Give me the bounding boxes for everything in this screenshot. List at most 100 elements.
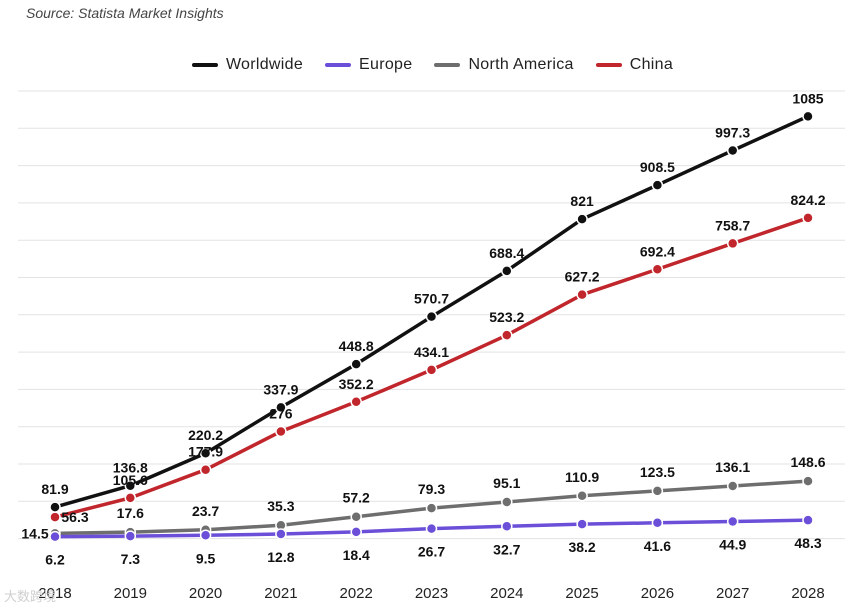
data-label-north-america: 35.3 xyxy=(267,498,294,514)
data-label-north-america: 123.5 xyxy=(640,464,675,480)
data-point-worldwide xyxy=(199,447,212,459)
data-label-china: 758.7 xyxy=(715,217,750,233)
data-point-worldwide xyxy=(350,358,362,370)
data-label-worldwide: 337.9 xyxy=(263,381,298,397)
data-label-north-america: 14.5 xyxy=(21,525,48,541)
data-label-europe: 32.7 xyxy=(493,541,520,557)
data-point-europe xyxy=(49,530,61,543)
data-point-europe xyxy=(802,514,814,526)
data-label-worldwide: 821 xyxy=(570,193,594,209)
data-point-europe xyxy=(651,517,664,529)
source-note: Source: Statista Market Insights xyxy=(26,5,224,21)
data-label-europe: 18.4 xyxy=(343,547,370,563)
data-point-worldwide xyxy=(802,110,814,123)
data-label-china: 177.9 xyxy=(188,444,223,460)
data-label-europe: 6.2 xyxy=(45,552,65,568)
data-label-north-america: 17.6 xyxy=(117,505,144,521)
legend-swatch-china xyxy=(595,63,622,67)
data-point-worldwide xyxy=(425,310,438,323)
data-point-europe xyxy=(124,530,137,542)
data-label-china: 276 xyxy=(269,405,293,421)
x-tick-label: 2018 xyxy=(38,585,71,602)
x-tick-label: 2020 xyxy=(189,585,222,602)
data-point-worldwide xyxy=(651,179,664,191)
data-label-china: 692.4 xyxy=(640,243,675,259)
data-point-north-america xyxy=(726,480,739,492)
data-point-europe xyxy=(501,520,513,533)
data-label-north-america: 23.7 xyxy=(192,503,219,519)
data-label-china: 523.2 xyxy=(489,309,524,325)
data-label-worldwide: 688.4 xyxy=(489,245,524,261)
data-label-north-america: 148.6 xyxy=(790,454,825,470)
data-point-north-america xyxy=(651,485,664,497)
data-point-worldwide xyxy=(576,213,588,225)
data-label-worldwide: 997.3 xyxy=(715,124,750,140)
data-point-europe xyxy=(199,529,212,542)
legend-item-europe[interactable]: Europe xyxy=(325,56,412,74)
data-label-worldwide: 136.8 xyxy=(113,460,148,476)
data-point-china xyxy=(350,396,362,408)
data-label-worldwide: 908.5 xyxy=(640,159,675,175)
data-label-worldwide: 1085 xyxy=(792,90,823,106)
legend-label-north-america: North America xyxy=(468,56,574,73)
legend-item-china[interactable]: China xyxy=(595,56,674,74)
legend-item-north-america[interactable]: North America xyxy=(434,56,573,74)
data-point-china xyxy=(651,263,664,276)
data-label-north-america: 110.9 xyxy=(565,469,599,485)
data-point-europe xyxy=(425,522,438,535)
data-point-europe xyxy=(350,526,362,538)
data-point-worldwide xyxy=(726,144,739,157)
data-point-worldwide xyxy=(124,479,137,492)
legend-swatch-north-america xyxy=(434,63,461,67)
data-label-china: 824.2 xyxy=(790,192,825,208)
x-tick-label: 2022 xyxy=(340,585,373,602)
legend-item-worldwide[interactable]: Worldwide xyxy=(191,56,304,74)
data-point-china xyxy=(425,364,438,376)
x-tick-label: 2019 xyxy=(114,585,147,602)
data-label-china: 352.2 xyxy=(339,376,374,392)
data-label-china: 56.3 xyxy=(61,509,88,525)
x-tick-label: 2021 xyxy=(264,585,297,602)
watermark: 大数跨境 xyxy=(4,589,57,604)
data-point-china xyxy=(124,492,137,504)
data-label-europe: 38.2 xyxy=(568,539,595,555)
legend-swatch-worldwide xyxy=(191,63,218,67)
data-label-worldwide: 570.7 xyxy=(414,291,449,307)
data-label-china: 434.1 xyxy=(414,344,449,360)
x-tick-label: 2027 xyxy=(716,585,749,602)
data-point-worldwide xyxy=(275,401,287,414)
legend-label-china: China xyxy=(629,56,674,73)
data-point-china xyxy=(501,329,513,341)
data-label-north-america: 95.1 xyxy=(493,475,520,491)
data-point-north-america xyxy=(350,510,362,523)
legend-label-worldwide: Worldwide xyxy=(225,56,304,73)
legend-swatch-europe xyxy=(325,63,352,67)
data-label-north-america: 136.1 xyxy=(715,459,750,475)
data-label-europe: 44.9 xyxy=(719,537,746,553)
data-point-worldwide xyxy=(49,501,61,513)
data-point-north-america xyxy=(425,502,438,514)
data-point-north-america xyxy=(576,490,588,502)
x-tick-label: 2024 xyxy=(490,585,523,602)
data-point-europe xyxy=(726,515,739,528)
data-label-china: 105.6 xyxy=(113,472,148,488)
data-label-europe: 26.7 xyxy=(418,544,445,560)
data-label-europe: 12.8 xyxy=(267,549,294,565)
data-label-europe: 7.3 xyxy=(121,551,141,567)
x-tick-label: 2023 xyxy=(415,585,448,602)
data-point-china xyxy=(275,425,287,438)
data-point-china xyxy=(726,237,739,250)
data-label-worldwide: 448.8 xyxy=(339,338,374,354)
data-point-europe xyxy=(275,528,287,540)
data-label-europe: 9.5 xyxy=(196,550,216,566)
data-point-china xyxy=(576,288,588,301)
data-label-north-america: 57.2 xyxy=(343,490,370,506)
data-label-worldwide: 220.2 xyxy=(188,427,223,443)
x-tick-label: 2026 xyxy=(641,585,674,602)
data-point-china xyxy=(199,463,212,476)
data-point-china xyxy=(49,511,61,523)
data-point-north-america xyxy=(802,475,814,487)
data-point-worldwide xyxy=(501,265,513,277)
data-point-china xyxy=(802,212,814,224)
